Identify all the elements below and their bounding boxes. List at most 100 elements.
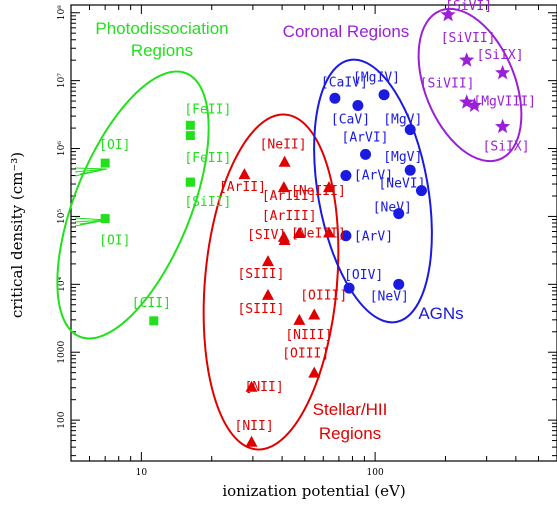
region-label-pdr-1: Photodissociation	[95, 19, 228, 38]
triangle-marker-niii	[293, 313, 306, 325]
region-label-hii-2: Regions	[319, 424, 381, 443]
point-label: [MgV]	[383, 113, 422, 128]
circle-marker-mgv	[404, 124, 416, 136]
circle-marker-arv	[340, 170, 352, 182]
point-label: [ArII]	[219, 180, 266, 195]
triangle-marker-nii	[245, 380, 258, 392]
square-marker-feii	[185, 120, 195, 130]
pdr-region-ellipse	[56, 70, 210, 340]
triangle-marker-oiii	[308, 366, 321, 378]
point-label: [SiIX]	[483, 140, 530, 155]
triangle-marker-siii	[261, 255, 274, 267]
y-tick-label: 100	[57, 411, 67, 428]
point-label: [NeII]	[260, 138, 307, 153]
star-marker-siix	[495, 64, 511, 80]
point-label: [NeV]	[373, 201, 412, 216]
circle-marker-arvi	[360, 148, 372, 160]
star-marker-sivi	[440, 6, 456, 22]
point-label: [CaV]	[331, 113, 370, 128]
x-tick-label: 10	[136, 468, 148, 478]
agn-region-ellipse	[313, 58, 433, 324]
y-tick-label: 1000	[57, 340, 67, 363]
point-label: [NII]	[245, 380, 284, 395]
x-axis-title: ionization potential (eV)	[222, 482, 405, 500]
point-label: [MgV]	[383, 150, 422, 165]
point-label: [FeII]	[184, 102, 231, 117]
point-label: [ArV]	[354, 230, 393, 245]
point-label: [MgVIII]	[473, 95, 536, 110]
y-tick-label: 10⁷	[57, 73, 67, 88]
plot-frame	[70, 4, 557, 462]
point-label: [CII]	[132, 296, 171, 311]
triangle-marker-arii	[238, 168, 251, 180]
point-label: [SIII]	[237, 302, 284, 317]
point-label: [SiVII]	[441, 31, 496, 46]
point-label: [NeIII]	[291, 226, 346, 241]
square-marker-cii	[149, 316, 159, 326]
region-label-agn: AGNs	[418, 304, 463, 323]
point-label: [NeVI]	[378, 177, 425, 192]
y-tick-label: 10⁶	[57, 141, 67, 156]
point-label: [SIV]	[247, 228, 286, 243]
star-marker-siix	[495, 118, 511, 134]
triangle-marker-oiii	[308, 308, 321, 320]
triangle-marker-unlabeled	[278, 233, 291, 245]
star-marker-mgviii	[466, 97, 482, 112]
point-label: [FeII]	[184, 151, 231, 166]
triangle-marker-neiii	[323, 226, 336, 238]
point-label: [SIII]	[237, 267, 284, 282]
circle-marker-oiv	[343, 282, 355, 294]
circle-marker-mgiv	[378, 89, 390, 101]
square-marker-oi	[100, 158, 110, 168]
circle-marker-caiv	[329, 92, 341, 104]
triangle-marker-siii	[261, 288, 274, 300]
point-label: [SiIX]	[477, 48, 524, 63]
axis-ticks: 10 100 100 1000 10⁴ 10⁵ 10⁶ 10⁷ 10⁸	[57, 5, 557, 478]
circle-marker-nev	[393, 278, 405, 290]
point-label: [CaIV]	[321, 75, 368, 90]
data-markers	[100, 6, 511, 447]
point-label: [OIII]	[300, 288, 347, 303]
point-labels: [OI] [OI] [FeII] [FeII] [SiII] [CII] [ArII] [Ne…	[99, 0, 536, 434]
point-label: [OIV]	[344, 268, 383, 283]
circle-marker-arv	[340, 230, 352, 242]
point-label: [SiVI]	[445, 0, 492, 14]
triangle-marker-neiii	[323, 181, 336, 193]
region-label-coronal: Coronal Regions	[283, 22, 410, 41]
triangle-marker-siv	[293, 227, 306, 239]
y-tick-label: 10⁴	[57, 276, 67, 291]
triangle-marker-nii	[245, 435, 258, 447]
star-marker-sivii	[459, 94, 475, 109]
x-tick-label: 100	[367, 468, 384, 478]
square-marker-unlabeled	[185, 131, 195, 141]
coronal-region-ellipse	[417, 7, 523, 163]
hii-region-ellipse	[202, 113, 340, 451]
star-marker-sivii	[459, 52, 475, 67]
point-label: [ArVI]	[342, 130, 389, 145]
point-label: [SiVII]	[420, 76, 475, 91]
point-label: [NeV]	[370, 289, 409, 304]
region-outlines	[56, 7, 523, 451]
point-label: [OI]	[99, 138, 130, 153]
circle-marker-nevi	[415, 185, 427, 197]
square-marker-oi	[100, 214, 110, 224]
point-label: [ArV]	[354, 169, 393, 184]
point-label: [MgIV]	[353, 71, 400, 86]
region-label-hii-1: Stellar/HII	[313, 400, 388, 419]
region-label-pdr-2: Regions	[131, 41, 193, 60]
oi-arrow-fans	[74, 167, 108, 227]
triangle-marker-ariii	[277, 181, 290, 193]
y-tick-label: 10⁵	[57, 209, 67, 224]
square-marker-siii	[185, 177, 195, 187]
triangle-marker-neii	[278, 155, 291, 167]
point-label: [OI]	[99, 234, 130, 249]
point-label: [NIII]	[285, 328, 332, 343]
point-label: [NeIII]	[291, 184, 346, 199]
point-label: [ArIII]	[262, 189, 317, 204]
y-axis-title: critical density (cm⁻³)	[8, 152, 26, 318]
point-label: [ArIII]	[262, 209, 317, 224]
point-label: [NII]	[235, 419, 274, 434]
circle-marker-nev	[393, 208, 405, 220]
circle-marker-cav	[352, 100, 364, 112]
